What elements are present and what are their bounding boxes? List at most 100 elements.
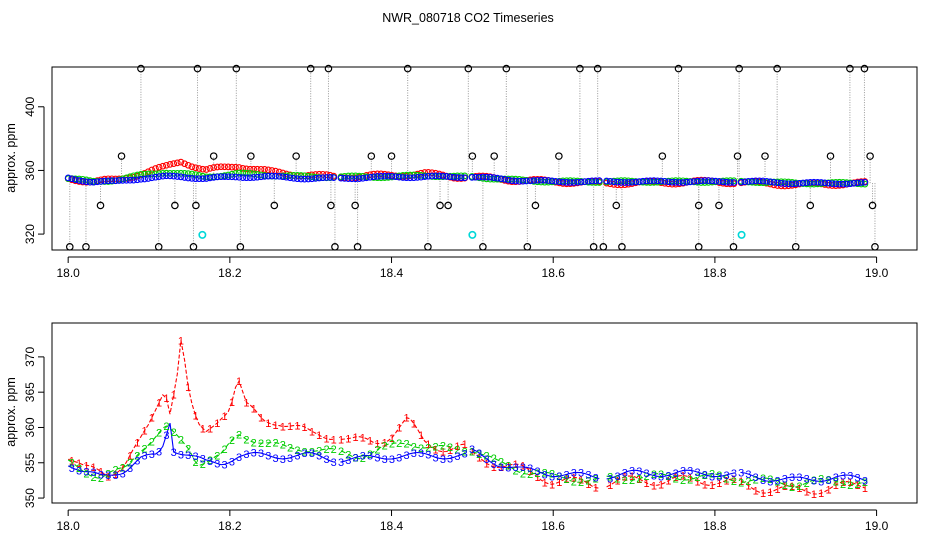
bottom-series-2-label: 2: [745, 476, 751, 488]
bottom-series-1-label: 1: [353, 432, 359, 444]
bottom-series-1-label: 1: [549, 479, 555, 491]
top-3-point: [235, 173, 243, 181]
bottom-series-3-label: 3: [127, 463, 133, 475]
bottom-series-2-label: 2: [644, 471, 650, 483]
bottom-series-3-label: 3: [309, 448, 315, 460]
top-3-point: [264, 172, 272, 180]
top-3-point: [490, 174, 498, 181]
top-raw-point: [531, 201, 540, 210]
bottom-series-1-label: 1: [847, 477, 853, 489]
top-plot-frame: [51, 66, 918, 251]
top-raw-point: [612, 201, 621, 210]
bottom-series-2-label: 2: [520, 468, 526, 480]
bottom-series-1-label: 1: [433, 445, 439, 457]
bottom-series-2-label: 2: [629, 475, 635, 487]
bottom-series-3-label: 3: [782, 474, 788, 486]
top-3-point: [133, 176, 141, 184]
bottom-series-2-label: 2: [396, 438, 402, 450]
bottom-series-2-label: 2: [585, 476, 591, 488]
bottom-series-3-label: 3: [774, 475, 780, 487]
top-2-point: [512, 175, 519, 183]
bottom-series-3-label: 3: [265, 450, 271, 462]
bottom-series-2-label: 2: [258, 438, 264, 450]
top-raw-point: [171, 201, 179, 210]
top-3-point: [468, 174, 476, 181]
bottom-series-1-label: 1: [374, 439, 380, 451]
bottom-series-3-label: 3: [644, 468, 650, 480]
top-3-point: [323, 174, 330, 181]
top-3-point: [428, 172, 436, 180]
bottom-series-1-label: 1: [243, 397, 249, 409]
bottom-x-axis: 18.0 18.2 18.4 18.6 18.8 19.0: [56, 509, 889, 533]
bottom-series-3-label: 3: [316, 451, 322, 463]
bottom-series-2-label: 2: [476, 449, 482, 461]
bottom-series-2-label: 2: [774, 477, 780, 489]
bottom-series-2-label: 2: [163, 421, 169, 433]
bottom-series-1-label: 1: [323, 434, 329, 446]
bottom-series-3-label: 3: [847, 470, 853, 482]
bottom-series-3-label: 3: [614, 471, 620, 483]
top-3-point: [756, 177, 763, 185]
bottom-series-3-label: 3: [745, 469, 751, 481]
bottom-series-1-label: 1: [534, 472, 540, 484]
bottom-series-1-label: 1: [316, 430, 322, 442]
top-3-point: [792, 180, 800, 188]
bottom-series-1-label: 1: [702, 480, 708, 492]
bottom-series-2-label: 2: [447, 442, 453, 454]
top-3-point: [515, 177, 523, 185]
bottom-series-2-label: 2: [855, 479, 861, 491]
bottom-series-2-label: 2: [280, 440, 286, 452]
top-3-point: [253, 173, 261, 181]
top-3-point: [337, 174, 345, 182]
top-3-point: [181, 174, 188, 181]
bottom-series-2-label: 2: [69, 457, 75, 469]
bottom-series-2-label: 2: [91, 472, 97, 484]
top-y-axis: 320 360 400: [23, 96, 45, 244]
top-1-point: [188, 163, 196, 171]
top-3-point: [75, 177, 83, 184]
bottom-series-2-label: 2: [374, 444, 380, 456]
bottom-series-1-label: 1: [418, 430, 424, 442]
top-3-point: [68, 175, 76, 183]
bottom-series-3-label: 3: [83, 467, 89, 479]
top-3-point: [370, 173, 378, 181]
top-raw-point: [593, 64, 602, 73]
top-3-point: [388, 172, 396, 180]
top-3-point: [861, 178, 869, 186]
bottom-series-2-label: 2: [818, 474, 824, 486]
bottom-series-3-label: 3: [91, 467, 97, 479]
top-3-point: [592, 177, 600, 185]
top-3-point: [101, 177, 108, 185]
top-1-point: [424, 169, 432, 176]
bottom-x-tick-label: 18.4: [380, 519, 404, 533]
top-3-point: [741, 178, 749, 186]
bottom-series-2-label: 2: [178, 435, 184, 447]
bottom-series-1-label: 1: [774, 484, 780, 496]
bottom-series-1-label: 1: [651, 480, 657, 492]
top-raw-point: [826, 152, 835, 160]
top-y-tick-label: 320: [23, 224, 37, 244]
top-3-point: [690, 178, 698, 185]
top-2-point: [810, 180, 818, 188]
bottom-series-2-label: 2: [345, 449, 351, 461]
top-3-point: [668, 178, 676, 186]
bottom-series-3-label: 3: [76, 465, 82, 477]
bottom-series-1-label: 1: [825, 485, 831, 497]
top-3-point: [359, 174, 367, 182]
top-x-tick-label: 19.0: [865, 266, 889, 280]
bottom-series-2-label: 2: [323, 444, 329, 456]
bottom-series-1-label: 1: [287, 421, 293, 433]
bottom-series-3-label: 3: [396, 453, 402, 465]
bottom-series-1-label: 1: [578, 474, 584, 486]
top-3-point: [159, 172, 167, 180]
bottom-series-1-label: 1: [818, 488, 824, 500]
bottom-series-3-label: 3: [811, 476, 817, 488]
bottom-series-3-label: 3: [498, 462, 504, 474]
top-raw-point: [715, 201, 723, 210]
top-3-point: [639, 177, 647, 185]
bottom-series-3-label: 3: [753, 472, 759, 484]
top-3-point: [304, 175, 312, 183]
top-3-point: [617, 179, 625, 186]
bottom-series-2-line: [67, 425, 866, 488]
bottom-series-2-label: 2: [411, 442, 417, 454]
